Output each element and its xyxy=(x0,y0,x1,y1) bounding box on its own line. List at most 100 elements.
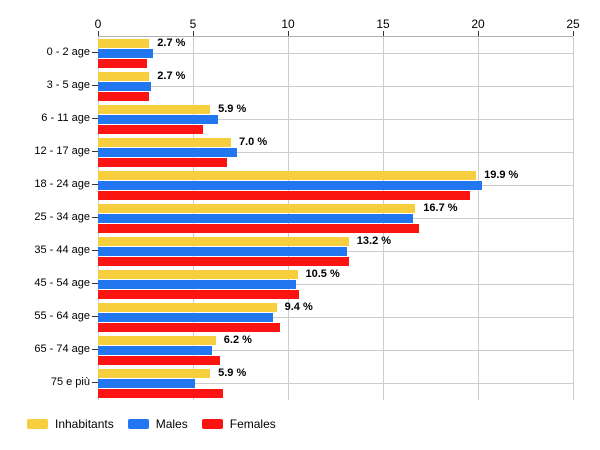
category-label: 18 - 24 age xyxy=(34,178,90,190)
category-label: 3 - 5 age xyxy=(46,79,90,91)
bar-group-row: 7.0 % xyxy=(98,136,573,169)
value-label: 9.4 % xyxy=(284,301,313,313)
y-tick-mark xyxy=(92,283,98,284)
females-bar xyxy=(98,290,300,299)
females-bar xyxy=(98,158,228,167)
legend-label: Inhabitants xyxy=(55,417,114,431)
inhabitants-bar xyxy=(98,39,150,48)
males-bar xyxy=(98,82,152,91)
females-bar xyxy=(98,323,281,332)
category-label: 65 - 74 age xyxy=(34,343,90,355)
x-tick-mark xyxy=(383,31,384,36)
bar-group-row: 19.9 % xyxy=(98,169,573,202)
y-tick-mark xyxy=(92,349,98,350)
x-tick-label: 25 xyxy=(566,17,580,31)
males-bar xyxy=(98,49,154,58)
category-row: 0 - 2 age xyxy=(0,36,98,69)
y-tick-mark xyxy=(92,382,98,383)
category-label: 35 - 44 age xyxy=(34,244,90,256)
males-bar xyxy=(98,181,482,190)
bar-group-row: 2.7 % xyxy=(98,37,573,70)
legend-swatch xyxy=(201,419,223,429)
bar-group-row: 9.4 % xyxy=(98,301,573,334)
category-row: 65 - 74 age xyxy=(0,333,98,366)
category-label: 0 - 2 age xyxy=(46,46,90,58)
category-row: 6 - 11 age xyxy=(0,102,98,135)
value-label: 5.9 % xyxy=(218,103,247,115)
males-bar xyxy=(98,115,218,124)
inhabitants-bar xyxy=(98,303,277,312)
females-bar xyxy=(98,257,349,266)
x-tick-mark xyxy=(288,31,289,36)
x-tick-label: 20 xyxy=(471,17,485,31)
value-label: 7.0 % xyxy=(239,136,268,148)
males-bar xyxy=(98,280,296,289)
inhabitants-bar xyxy=(98,336,216,345)
horizontal-gridline xyxy=(98,383,573,384)
y-tick-mark xyxy=(92,250,98,251)
males-bar xyxy=(98,313,273,322)
category-label: 12 - 17 age xyxy=(34,145,90,157)
horizontal-gridline xyxy=(98,152,573,153)
x-tick-mark xyxy=(573,31,574,36)
plot-area: 2.7 % 2.7 % 5.9 % 7.0 % 19.9 % 16.7 % 13.2 % 10… xyxy=(98,36,574,400)
horizontal-gridline xyxy=(98,86,573,87)
horizontal-gridline xyxy=(98,284,573,285)
category-label: 25 - 34 age xyxy=(34,211,90,223)
category-row: 35 - 44 age xyxy=(0,234,98,267)
value-label: 2.7 % xyxy=(157,37,186,49)
legend-item-males: Males xyxy=(127,417,188,431)
legend-item-inhabitants: Inhabitants xyxy=(27,417,114,431)
legend: Inhabitants Males Females xyxy=(27,417,276,431)
inhabitants-bar xyxy=(98,72,150,81)
inhabitants-bar xyxy=(98,204,416,213)
x-tick-mark xyxy=(478,31,479,36)
bar-group-row: 5.9 % xyxy=(98,367,573,400)
females-bar xyxy=(98,92,150,101)
legend-swatch xyxy=(127,419,149,429)
legend-label: Males xyxy=(155,417,188,431)
females-bar xyxy=(98,389,224,398)
legend-swatch xyxy=(27,419,48,429)
males-bar xyxy=(98,346,212,355)
y-tick-mark xyxy=(92,118,98,119)
males-bar xyxy=(98,214,414,223)
value-label: 6.2 % xyxy=(223,334,252,346)
value-label: 2.7 % xyxy=(157,70,186,82)
bar-group-row: 2.7 % xyxy=(98,70,573,103)
value-label: 19.9 % xyxy=(484,169,519,181)
bar-group-row: 5.9 % xyxy=(98,103,573,136)
y-axis-labels: 0 - 2 age 3 - 5 age 6 - 11 age 12 - 17 age 1… xyxy=(0,36,98,399)
inhabitants-bar xyxy=(98,105,211,114)
males-bar xyxy=(98,379,195,388)
category-row: 12 - 17 age xyxy=(0,135,98,168)
females-bar xyxy=(98,224,420,233)
value-label: 10.5 % xyxy=(305,268,340,280)
y-tick-mark xyxy=(92,151,98,152)
category-row: 55 - 64 age xyxy=(0,300,98,333)
x-tick-mark xyxy=(193,31,194,36)
x-tick-label: 5 xyxy=(189,17,197,31)
category-row: 75 e più xyxy=(0,366,98,399)
inhabitants-bar xyxy=(98,171,477,180)
males-bar xyxy=(98,148,237,157)
bar-group-row: 13.2 % xyxy=(98,235,573,268)
value-label: 13.2 % xyxy=(356,235,392,247)
legend-label: Females xyxy=(229,417,276,431)
inhabitants-bar xyxy=(98,138,231,147)
females-bar xyxy=(98,59,148,68)
value-label: 5.9 % xyxy=(218,367,247,379)
females-bar xyxy=(98,125,203,134)
y-tick-mark xyxy=(92,85,98,86)
horizontal-gridline xyxy=(98,317,573,318)
females-bar xyxy=(98,356,220,365)
category-label: 6 - 11 age xyxy=(41,112,90,124)
category-label: 45 - 54 age xyxy=(34,277,90,289)
inhabitants-bar xyxy=(98,237,349,246)
category-row: 45 - 54 age xyxy=(0,267,98,300)
y-tick-mark xyxy=(92,217,98,218)
vertical-gridline xyxy=(573,37,574,400)
y-tick-mark xyxy=(92,316,98,317)
inhabitants-bar xyxy=(98,369,211,378)
bar-group-row: 6.2 % xyxy=(98,334,573,367)
